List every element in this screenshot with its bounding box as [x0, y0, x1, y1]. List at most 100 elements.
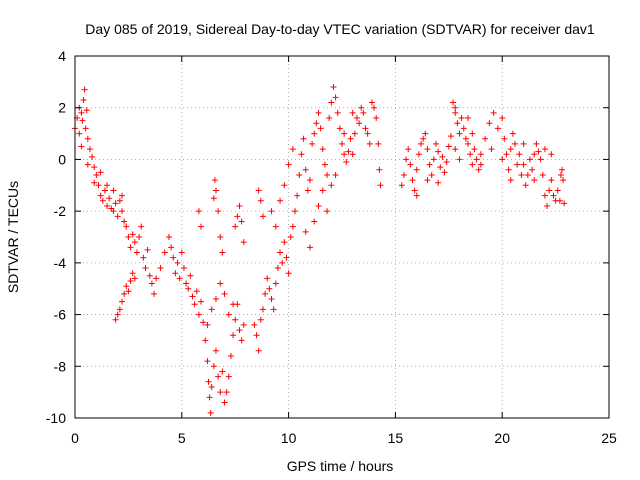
data-point: [255, 347, 262, 354]
data-point: [336, 125, 343, 132]
data-point: [114, 311, 121, 318]
data-point: [225, 373, 232, 380]
data-point: [114, 213, 121, 220]
data-point: [345, 148, 352, 155]
data-point: [507, 177, 514, 184]
data-point: [488, 146, 495, 153]
data-point: [191, 301, 198, 308]
data-point: [347, 135, 354, 142]
data-point: [376, 166, 383, 173]
data-point: [84, 135, 91, 142]
data-point: [460, 125, 467, 132]
data-point: [405, 146, 412, 153]
data-point: [475, 166, 482, 173]
data-point: [215, 208, 222, 215]
data-point: [195, 208, 202, 215]
data-point: [238, 337, 245, 344]
data-point: [471, 146, 478, 153]
data-point: [418, 140, 425, 147]
data-point: [509, 130, 516, 137]
data-point: [110, 187, 117, 194]
data-point: [281, 239, 288, 246]
data-point: [151, 290, 158, 297]
data-point: [110, 208, 117, 215]
data-point: [302, 166, 309, 173]
data-point: [82, 125, 89, 132]
data-point: [121, 218, 128, 225]
data-point: [469, 130, 476, 137]
data-point: [473, 156, 480, 163]
data-point: [351, 130, 358, 137]
data-point: [411, 187, 418, 194]
data-point: [518, 171, 525, 178]
x-tick-label: 10: [281, 430, 297, 446]
data-point: [400, 171, 407, 178]
data-point: [99, 197, 106, 204]
data-point: [236, 327, 243, 334]
data-point: [129, 231, 136, 238]
data-point: [304, 187, 311, 194]
data-point: [324, 208, 331, 215]
data-point: [319, 187, 326, 194]
data-point: [230, 301, 237, 308]
data-point: [161, 249, 168, 256]
data-point: [93, 171, 100, 178]
data-point: [287, 234, 294, 240]
data-point: [283, 254, 290, 261]
data-point: [95, 182, 102, 189]
data-point: [300, 135, 307, 142]
data-point: [277, 197, 284, 204]
data-point: [253, 332, 260, 339]
data-point: [328, 99, 335, 106]
data-point: [494, 125, 501, 132]
data-point: [452, 146, 459, 153]
data-point: [255, 187, 262, 194]
data-point: [349, 109, 356, 116]
data-point: [409, 177, 416, 184]
data-point: [321, 161, 328, 168]
data-point: [212, 187, 219, 194]
y-axis-label: SDTVAR / TECUs: [5, 181, 21, 293]
data-point: [116, 306, 123, 313]
data-point: [377, 182, 384, 189]
data-point: [507, 146, 514, 153]
x-tick-label: 0: [71, 430, 79, 446]
data-point: [131, 239, 138, 246]
data-point: [454, 120, 461, 127]
data-point: [294, 192, 301, 199]
data-point: [413, 192, 420, 199]
data-point: [556, 197, 563, 204]
data-point: [104, 182, 111, 189]
data-point: [541, 146, 548, 153]
data-point: [97, 192, 104, 199]
data-point: [264, 275, 271, 282]
data-point: [225, 311, 232, 318]
y-tick-label: -2: [54, 203, 67, 219]
data-point: [208, 306, 215, 313]
data-point: [146, 272, 153, 279]
data-point: [544, 202, 551, 209]
data-point: [274, 265, 281, 272]
data-point: [289, 223, 296, 230]
data-point: [198, 298, 205, 305]
data-point: [445, 143, 452, 150]
data-point: [178, 249, 185, 256]
data-point: [227, 352, 234, 359]
data-point: [428, 171, 435, 178]
data-point: [456, 156, 463, 163]
data-point: [257, 197, 264, 204]
data-point: [550, 192, 557, 199]
data-point: [424, 146, 431, 153]
data-point: [277, 249, 284, 256]
data-point: [420, 135, 427, 142]
data-point: [499, 115, 506, 122]
data-point: [193, 288, 200, 295]
data-point: [206, 394, 213, 401]
data-point: [78, 109, 85, 116]
data-point: [557, 171, 564, 178]
data-point: [129, 270, 136, 277]
data-point: [524, 171, 531, 178]
data-point: [176, 275, 183, 282]
data-point: [435, 148, 442, 155]
